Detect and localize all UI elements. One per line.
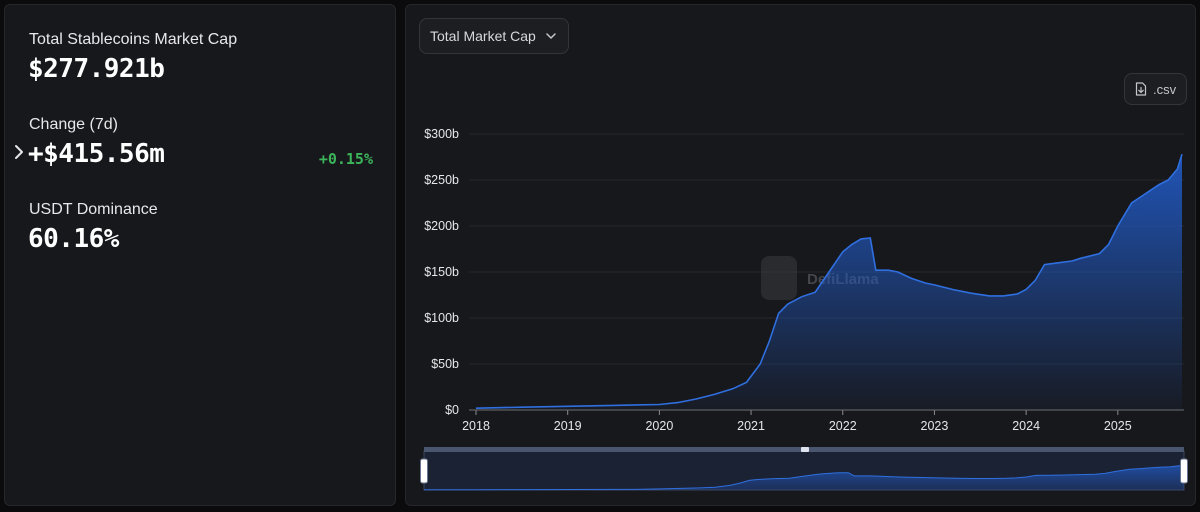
- x-tick-label: 2023: [921, 419, 949, 433]
- metric-select[interactable]: Total Market Cap: [419, 18, 569, 54]
- range-slider-preview: [424, 464, 1184, 490]
- y-axis: $0 $50b $100b $150b $200b $250b $300b: [424, 127, 459, 417]
- y-tick-label: $250b: [424, 173, 459, 187]
- y-tick-label: $200b: [424, 219, 459, 233]
- x-tick-label: 2022: [829, 419, 857, 433]
- download-csv-button[interactable]: .csv: [1124, 73, 1188, 105]
- chevron-down-icon: [546, 33, 556, 39]
- change-percent: +0.15%: [318, 150, 373, 168]
- dominance-label: USDT Dominance: [29, 201, 158, 218]
- series-line: [475, 153, 1183, 409]
- range-slider[interactable]: [420, 447, 1188, 491]
- y-tick-label: $100b: [424, 311, 459, 325]
- file-download-icon: [1135, 82, 1147, 96]
- series-area: [476, 154, 1182, 410]
- chart-panel: Total Market Cap .csv DefiLlama: [405, 4, 1196, 506]
- x-axis: 2018 2019 2020 2021 2022 2023 2024 2025: [462, 409, 1184, 433]
- metric-select-label: Total Market Cap: [430, 28, 536, 44]
- range-handle-right[interactable]: [1180, 458, 1188, 484]
- x-tick-label: 2020: [645, 419, 673, 433]
- y-tick-label: $0: [445, 403, 459, 417]
- chart-area-layer: [475, 153, 1183, 410]
- range-slider-grip-icon[interactable]: [801, 447, 809, 452]
- y-tick-label: $150b: [424, 265, 459, 279]
- y-tick-label: $50b: [431, 357, 459, 371]
- market-cap-chart: DefiLlama $0$50b$100b$150b$200b$250b$300…: [420, 127, 1188, 491]
- x-tick-label: 2019: [554, 419, 582, 433]
- stats-panel: Total Stablecoins Market Cap $277.921b C…: [4, 4, 396, 506]
- change-value: +$415.56m: [28, 139, 165, 169]
- x-tick-label: 2025: [1104, 419, 1132, 433]
- x-tick-label: 2021: [737, 419, 765, 433]
- chevron-right-icon[interactable]: [13, 143, 25, 161]
- llama-logo-icon: [761, 256, 797, 300]
- range-handle-left[interactable]: [420, 458, 428, 484]
- csv-label: .csv: [1153, 81, 1177, 97]
- market-cap-label: Total Stablecoins Market Cap: [29, 31, 238, 48]
- x-tick-label: 2024: [1012, 419, 1040, 433]
- range-slider-preview-line: [423, 463, 1185, 491]
- change-label: Change (7d): [29, 116, 118, 133]
- y-tick-label: $300b: [424, 127, 459, 141]
- market-cap-value: $277.921b: [28, 54, 165, 84]
- x-tick-label: 2018: [462, 419, 490, 433]
- dominance-value: 60.16%: [28, 224, 119, 254]
